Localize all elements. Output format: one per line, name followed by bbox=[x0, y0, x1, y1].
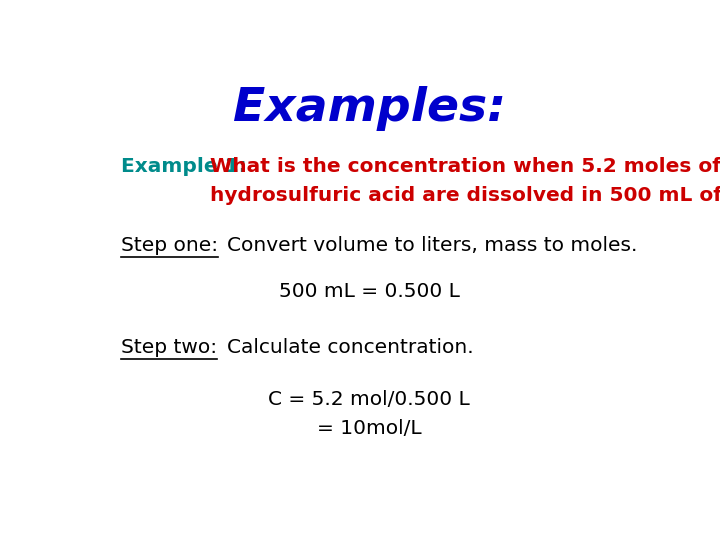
Text: Step two:: Step two: bbox=[121, 338, 217, 357]
Text: Examples:: Examples: bbox=[233, 86, 505, 131]
Text: hydrosulfuric acid are dissolved in 500 mL of water?: hydrosulfuric acid are dissolved in 500 … bbox=[210, 186, 720, 205]
Text: Step one:: Step one: bbox=[121, 236, 218, 255]
Text: C = 5.2 mol/0.500 L: C = 5.2 mol/0.500 L bbox=[268, 390, 470, 409]
Text: = 10mol/L: = 10mol/L bbox=[317, 419, 421, 438]
Text: Convert volume to liters, mass to moles.: Convert volume to liters, mass to moles. bbox=[227, 236, 637, 255]
Text: 500 mL = 0.500 L: 500 mL = 0.500 L bbox=[279, 282, 459, 301]
Text: Example 1:: Example 1: bbox=[121, 157, 253, 176]
Text: Calculate concentration.: Calculate concentration. bbox=[227, 338, 473, 357]
Text: What is the concentration when 5.2 moles of: What is the concentration when 5.2 moles… bbox=[210, 157, 720, 176]
